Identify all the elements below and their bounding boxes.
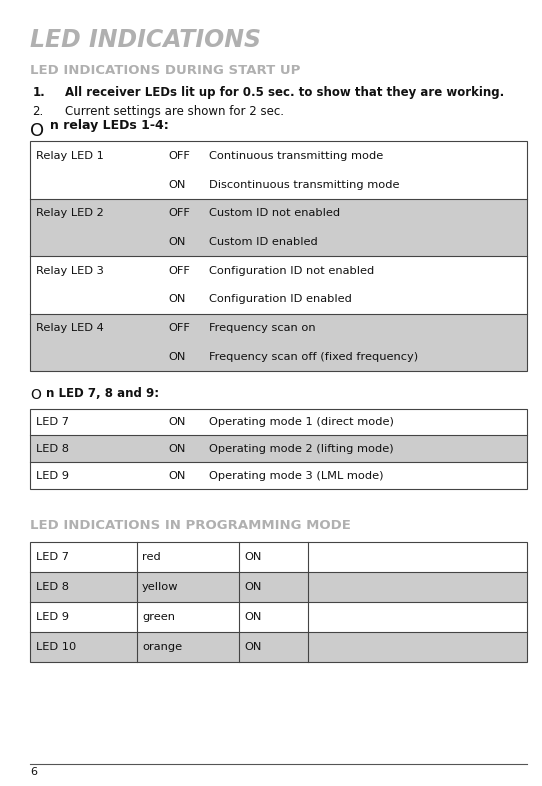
Bar xyxy=(30,228,527,256)
Text: LED INDICATIONS DURING START UP: LED INDICATIONS DURING START UP xyxy=(30,64,300,78)
Text: Discontinuous transmitting mode: Discontinuous transmitting mode xyxy=(209,179,399,189)
Bar xyxy=(30,343,527,371)
Text: Custom ID enabled: Custom ID enabled xyxy=(209,237,318,247)
Bar xyxy=(30,199,527,228)
Text: n LED 7, 8 and 9:: n LED 7, 8 and 9: xyxy=(46,387,159,400)
Text: ON: ON xyxy=(244,612,261,622)
Text: Operating mode 3 (LML mode): Operating mode 3 (LML mode) xyxy=(209,471,383,480)
Text: green: green xyxy=(142,612,175,622)
Bar xyxy=(30,435,527,462)
Text: Configuration ID enabled: Configuration ID enabled xyxy=(209,294,352,304)
Text: 2.: 2. xyxy=(33,105,44,119)
Text: red: red xyxy=(142,553,161,562)
Text: LED 9: LED 9 xyxy=(36,471,69,480)
Bar xyxy=(30,141,527,371)
Text: OFF: OFF xyxy=(168,323,190,333)
Text: Operating mode 2 (lifting mode): Operating mode 2 (lifting mode) xyxy=(209,444,393,454)
Text: Frequency scan off (fixed frequency): Frequency scan off (fixed frequency) xyxy=(209,351,418,362)
Text: LED INDICATIONS: LED INDICATIONS xyxy=(30,28,261,52)
Bar xyxy=(30,462,527,489)
Text: ON: ON xyxy=(168,444,185,454)
Bar xyxy=(30,409,527,489)
Text: Current settings are shown for 2 sec.: Current settings are shown for 2 sec. xyxy=(65,105,284,119)
Text: Relay LED 2: Relay LED 2 xyxy=(36,208,104,219)
Bar xyxy=(30,542,527,572)
Text: ON: ON xyxy=(244,582,261,592)
Text: ON: ON xyxy=(168,417,185,427)
Text: ON: ON xyxy=(244,642,261,652)
Bar xyxy=(30,141,527,170)
Bar xyxy=(30,572,527,602)
Text: All receiver LEDs lit up for 0.5 sec. to show that they are working.: All receiver LEDs lit up for 0.5 sec. to… xyxy=(65,86,504,99)
Text: ON: ON xyxy=(168,294,185,304)
Text: LED 7: LED 7 xyxy=(36,553,69,562)
Text: Continuous transmitting mode: Continuous transmitting mode xyxy=(209,151,383,161)
Text: OFF: OFF xyxy=(168,266,190,276)
Bar xyxy=(30,409,527,435)
Text: ON: ON xyxy=(168,179,185,189)
Text: ON: ON xyxy=(244,553,261,562)
Bar xyxy=(30,170,527,199)
Text: Custom ID not enabled: Custom ID not enabled xyxy=(209,208,340,219)
Text: ON: ON xyxy=(168,237,185,247)
Bar xyxy=(30,632,527,662)
Text: Operating mode 1 (direct mode): Operating mode 1 (direct mode) xyxy=(209,417,393,427)
Bar xyxy=(30,256,527,285)
Bar xyxy=(30,314,527,343)
Bar xyxy=(30,542,527,662)
Text: Relay LED 4: Relay LED 4 xyxy=(36,323,104,333)
Text: O: O xyxy=(30,388,41,402)
Text: orange: orange xyxy=(142,642,182,652)
Text: ON: ON xyxy=(168,471,185,480)
Text: LED 9: LED 9 xyxy=(36,612,69,622)
Text: OFF: OFF xyxy=(168,208,190,219)
Text: Frequency scan on: Frequency scan on xyxy=(209,323,315,333)
Text: Configuration ID not enabled: Configuration ID not enabled xyxy=(209,266,374,276)
Bar xyxy=(30,285,527,314)
Text: n relay LEDs 1-4:: n relay LEDs 1-4: xyxy=(50,119,169,133)
Text: O: O xyxy=(30,122,44,140)
Text: OFF: OFF xyxy=(168,151,190,161)
Text: Relay LED 1: Relay LED 1 xyxy=(36,151,104,161)
Text: LED 10: LED 10 xyxy=(36,642,76,652)
Text: LED 8: LED 8 xyxy=(36,582,69,592)
Text: LED 8: LED 8 xyxy=(36,444,69,454)
Text: yellow: yellow xyxy=(142,582,178,592)
Bar xyxy=(30,602,527,632)
Text: 6: 6 xyxy=(30,767,37,777)
Text: 1.: 1. xyxy=(33,86,46,99)
Text: Relay LED 3: Relay LED 3 xyxy=(36,266,104,276)
Text: LED 7: LED 7 xyxy=(36,417,69,427)
Text: ON: ON xyxy=(168,351,185,362)
Text: LED INDICATIONS IN PROGRAMMING MODE: LED INDICATIONS IN PROGRAMMING MODE xyxy=(30,519,351,532)
